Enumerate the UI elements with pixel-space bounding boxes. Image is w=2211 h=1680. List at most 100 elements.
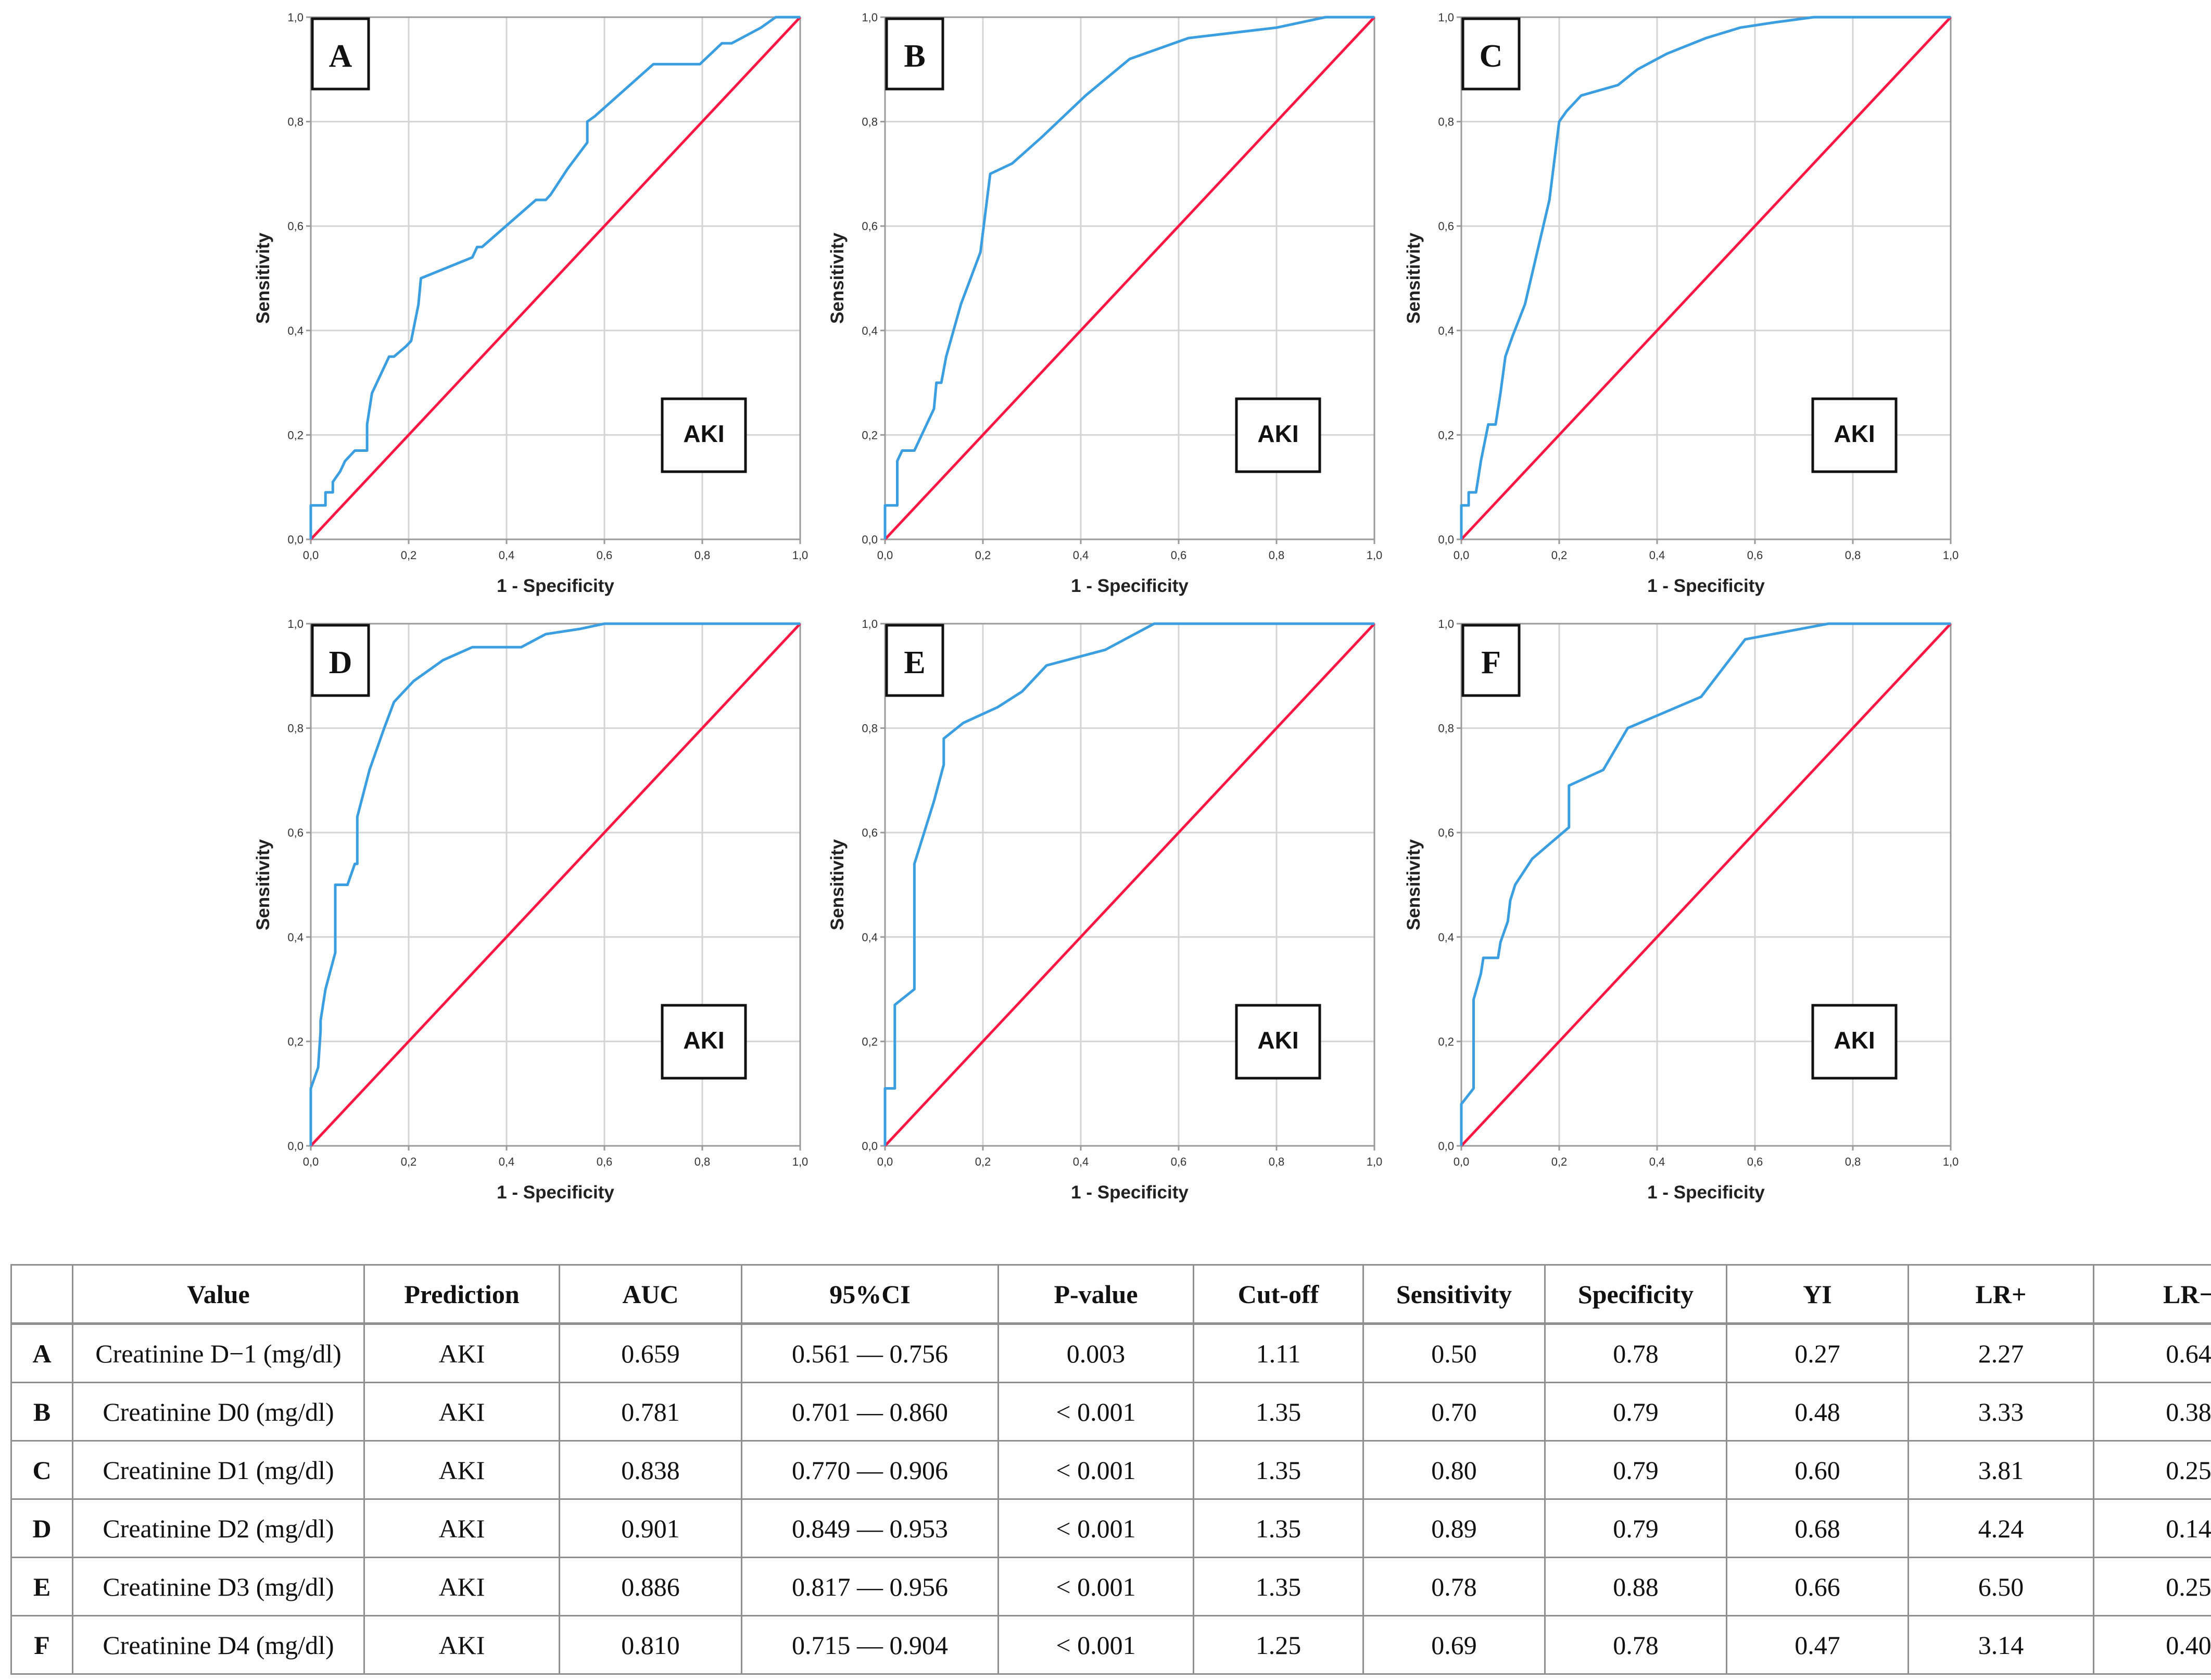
row-label: B — [10, 1382, 73, 1442]
table-cell: 0.78 — [1362, 1557, 1546, 1616]
table-cell: 0.770 — 0.906 — [741, 1440, 999, 1500]
table-cell: 0.78 — [1544, 1323, 1727, 1383]
y-tick-label: 1,0 — [1438, 11, 1454, 24]
plot-frame — [884, 16, 1375, 540]
panel-label: F — [1481, 645, 1501, 680]
table-cell: 3.14 — [1907, 1615, 2094, 1675]
table-header-row: Value Prediction AUC 95%CI P-value Cut-off Sen… — [10, 1264, 2211, 1325]
column-header: LR− — [2093, 1264, 2211, 1325]
table-row: D Creatinine D2 (mg/dl) AKI 0.901 0.849 — 0.… — [10, 1498, 2211, 1558]
y-tick-label: 0,4 — [287, 931, 304, 944]
table-cell: < 0.001 — [997, 1615, 1194, 1675]
x-tick-label: 0,4 — [1073, 1155, 1089, 1168]
legend-label: AKI — [1257, 420, 1298, 447]
plot-frame — [310, 16, 801, 540]
x-tick-label: 0,0 — [1454, 549, 1470, 562]
roc-curve — [309, 622, 800, 1146]
panel-label-box — [1461, 624, 1521, 697]
table-cell: AKI — [363, 1615, 560, 1675]
x-tick-label: 0,6 — [597, 1155, 613, 1168]
table-cell: 0.838 — [559, 1440, 742, 1500]
table-cell: 0.817 — 0.956 — [741, 1557, 999, 1616]
x-tick-label: 0,4 — [1649, 549, 1665, 562]
x-tick-label: 0,0 — [1454, 1155, 1470, 1168]
y-axis-label: Sensitivity — [253, 839, 273, 930]
y-tick-label: 0,4 — [1438, 324, 1454, 337]
y-tick-label: 0,0 — [287, 533, 304, 546]
roc-panel-c: 0,00,0 0,2 0,2 0,4 0,4 0,6 0,6 0,8 0,8 1,0 1,0 C AKI… — [1404, 11, 1959, 596]
plot-frame — [310, 623, 801, 1147]
table-row: B Creatinine D0 (mg/dl) AKI 0.781 0.701 — 0.… — [10, 1382, 2211, 1442]
table-cell: 6.50 — [1907, 1557, 2094, 1616]
table-cell: 0.50 — [1362, 1323, 1546, 1383]
table-cell: 0.40 — [2093, 1615, 2211, 1675]
x-tick-label: 0,6 — [1747, 1155, 1763, 1168]
table-cell: 0.48 — [1726, 1382, 1909, 1442]
x-tick-label: 0,6 — [597, 549, 613, 562]
roc-panel-d: 0,0 0,0 0,2 0,2 0,4 0,4 0,6 0,6 0,8 0,8 1,0 1,0 D AKI… — [253, 617, 808, 1203]
x-tick-label: 0,4 — [1649, 1155, 1665, 1168]
plot-frame — [884, 623, 1375, 1147]
column-header: Sensitivity — [1362, 1264, 1546, 1325]
legend-label: AKI — [683, 1027, 724, 1054]
column-header: AUC — [559, 1264, 742, 1325]
table-cell: 1.35 — [1193, 1557, 1364, 1616]
y-tick-label: 0,6 — [862, 220, 878, 233]
y-tick-label: 0,2 — [287, 428, 304, 441]
x-tick-label: 0,8 — [1269, 549, 1285, 562]
table-cell: 1.11 — [1193, 1323, 1364, 1383]
panel-label-box — [311, 17, 370, 91]
y-tick-label: 1,0 — [287, 11, 304, 24]
y-tick-label: 0,0 — [1438, 1140, 1454, 1153]
roc-panel-f: 0,00,0 0,2 0,2 0,4 0,4 0,6 0,6 0,8 0,8 1,0 1,0 F AKI… — [1404, 617, 1959, 1203]
x-tick-label: 0,8 — [1269, 1155, 1285, 1168]
x-tick-label: 0,2 — [975, 1155, 991, 1168]
roc-curve — [1460, 622, 1951, 1146]
table-cell: 0.27 — [1726, 1323, 1909, 1383]
row-label: A — [10, 1323, 73, 1383]
table-cell: 0.25 — [2093, 1440, 2211, 1500]
table-cell: 4.24 — [1907, 1498, 2094, 1558]
panel-label: E — [904, 645, 925, 680]
y-tick-label: 0,0 — [862, 533, 878, 546]
table-cell: 2.27 — [1907, 1323, 2094, 1383]
table-cell: 0.70 — [1362, 1382, 1546, 1442]
x-tick-label: 0,0 — [877, 1155, 893, 1168]
x-tick-label: 0,4 — [1073, 549, 1089, 562]
y-tick-label: 0,8 — [1438, 116, 1454, 129]
table-cell: 1.35 — [1193, 1498, 1364, 1558]
y-tick-label: 1,0 — [862, 11, 878, 24]
table-cell: AKI — [363, 1323, 560, 1383]
panel-label-box — [311, 624, 370, 697]
y-tick-label: 0,8 — [287, 116, 304, 129]
column-header-blank — [10, 1264, 73, 1325]
column-header: Cut-off — [1193, 1264, 1364, 1325]
y-tick-label: 0,8 — [862, 116, 878, 129]
legend-label: AKI — [1834, 420, 1875, 447]
y-tick-label: 0,6 — [1438, 220, 1454, 233]
plot-frame — [1460, 16, 1952, 540]
table-row: A Creatinine D−1 (mg/dl) AKI 0.659 0.561 — 0… — [10, 1323, 2211, 1383]
x-tick-label: 1,0 — [1367, 549, 1383, 562]
row-label: C — [10, 1440, 73, 1500]
table-cell: Creatinine D4 (mg/dl) — [72, 1615, 365, 1675]
table-cell: Creatinine D3 (mg/dl) — [72, 1557, 365, 1616]
x-tick-label: 0,2 — [1551, 1155, 1568, 1168]
table-cell: Creatinine D−1 (mg/dl) — [72, 1323, 365, 1383]
x-tick-label: 0,8 — [1845, 1155, 1861, 1168]
y-tick-label: 0,0 — [1438, 533, 1454, 546]
y-axis-label: Sensitivity — [1404, 232, 1424, 324]
y-tick-label: 0,8 — [1438, 722, 1454, 735]
x-tick-label: 1,0 — [1943, 549, 1959, 562]
y-axis-label: Sensitivity — [827, 839, 848, 930]
table-cell: 0.14 — [2093, 1498, 2211, 1558]
x-tick-label: 0,8 — [1845, 549, 1861, 562]
panel-label: C — [1480, 39, 1503, 74]
x-tick-label: 1,0 — [792, 1155, 808, 1168]
x-tick-label: 1,0 — [1943, 1155, 1959, 1168]
row-label: D — [10, 1498, 73, 1558]
x-tick-label: 0,8 — [694, 1155, 711, 1168]
table-cell: 0.003 — [997, 1323, 1194, 1383]
table-cell: 0.68 — [1726, 1498, 1909, 1558]
table-cell: 0.89 — [1362, 1498, 1546, 1558]
